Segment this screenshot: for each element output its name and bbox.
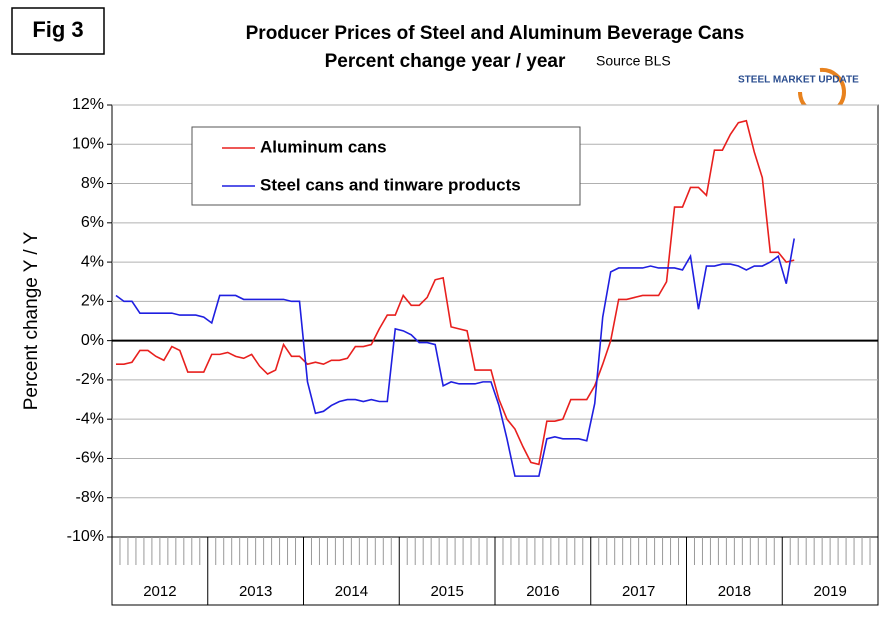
x-tick-label: 2012	[143, 583, 176, 600]
y-tick-label: -8%	[76, 489, 104, 506]
fig-box	[11, 7, 105, 55]
source-note: Source BLS	[596, 53, 671, 69]
legend-label: Aluminum cans	[260, 137, 387, 156]
y-tick-label: 0%	[81, 332, 104, 349]
y-tick-label: 12%	[72, 96, 104, 113]
y-tick-label: 6%	[81, 214, 104, 231]
y-tick-label: -2%	[76, 371, 104, 388]
x-tick-label: 2013	[239, 583, 272, 600]
x-tick-label: 2016	[526, 583, 559, 600]
x-tick-label: 2018	[718, 583, 751, 600]
fig-label: Fig 3	[32, 17, 83, 42]
legend-box	[191, 126, 581, 206]
chart-title: Producer Prices of Steel and Aluminum Be…	[246, 23, 745, 44]
y-tick-label: -10%	[67, 528, 104, 545]
series-line	[115, 119, 795, 466]
y-axis-label: Percent change Y / Y	[21, 231, 42, 410]
x-tick-label: 2017	[622, 583, 655, 600]
x-tick-label: 2019	[813, 583, 846, 600]
y-tick-label: 4%	[81, 253, 104, 270]
y-tick-label: 8%	[81, 175, 104, 192]
y-tick-label: 10%	[72, 135, 104, 152]
legend-label: Steel cans and tinware products	[260, 175, 521, 194]
logo: STEEL MARKET UPDATE	[738, 75, 859, 86]
x-tick-label: 2014	[335, 583, 368, 600]
y-tick-label: -6%	[76, 450, 104, 467]
x-tick-label: 2015	[430, 583, 463, 600]
series-line	[115, 238, 796, 477]
y-tick-label: 2%	[81, 293, 104, 310]
chart-subtitle: Percent change year / year	[325, 51, 566, 72]
y-tick-label: -4%	[76, 410, 104, 427]
